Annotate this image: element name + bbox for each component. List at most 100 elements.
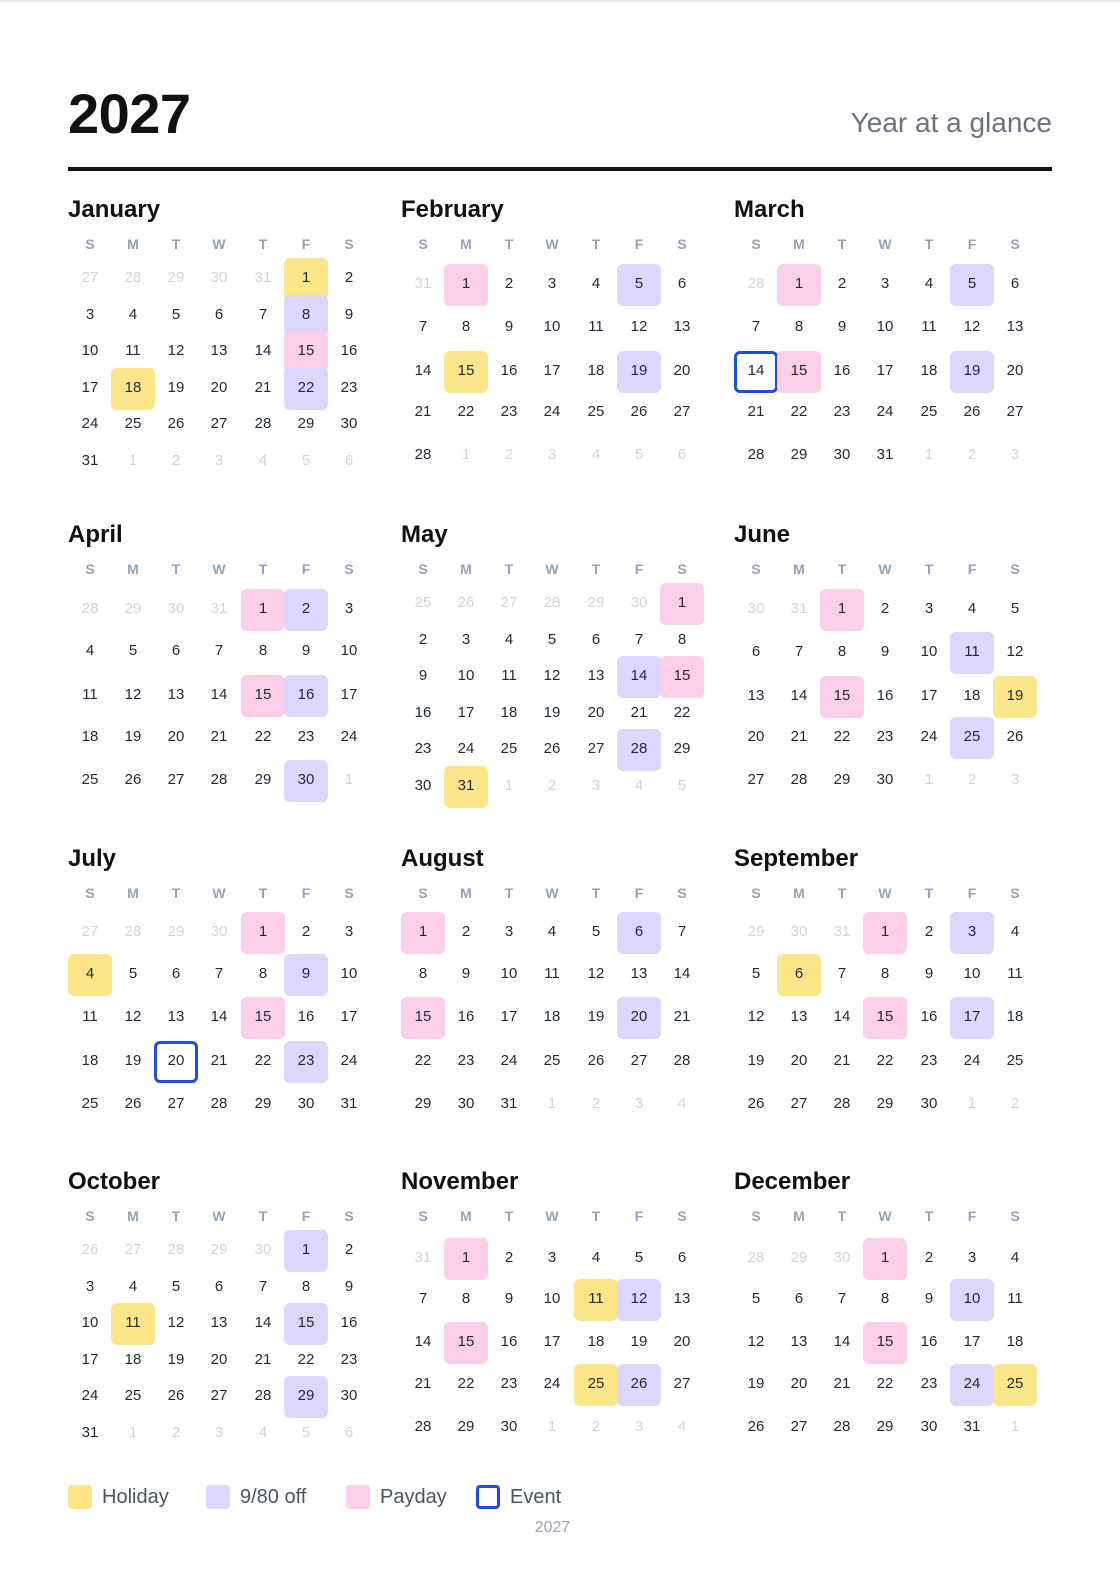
calendar-day[interactable]: 10 <box>543 1290 561 1307</box>
calendar-day[interactable]: 16 <box>500 362 518 379</box>
adjacent-month-day[interactable]: 1 <box>547 1418 557 1435</box>
calendar-day[interactable]: 29 <box>673 740 691 757</box>
calendar-day[interactable]: 15 <box>254 1008 272 1025</box>
calendar-day[interactable]: 17 <box>81 379 99 396</box>
calendar-day[interactable]: 13 <box>1006 318 1024 335</box>
calendar-day[interactable]: 7 <box>214 965 224 982</box>
calendar-day[interactable]: 7 <box>837 1290 847 1307</box>
calendar-day[interactable]: 4 <box>547 923 557 940</box>
calendar-day[interactable]: 15 <box>414 1008 432 1025</box>
calendar-day[interactable]: 14 <box>790 687 808 704</box>
calendar-day[interactable]: 19 <box>1006 687 1024 704</box>
calendar-day[interactable]: 18 <box>587 362 605 379</box>
calendar-day[interactable]: 10 <box>457 667 475 684</box>
calendar-day[interactable]: 22 <box>414 1052 432 1069</box>
adjacent-month-day[interactable]: 30 <box>630 594 648 611</box>
calendar-day[interactable]: 4 <box>128 306 138 323</box>
calendar-day[interactable]: 21 <box>210 1052 228 1069</box>
calendar-day[interactable]: 12 <box>630 1290 648 1307</box>
calendar-day[interactable]: 11 <box>125 342 141 359</box>
calendar-day[interactable]: 7 <box>418 1290 428 1307</box>
adjacent-month-day[interactable]: 3 <box>591 777 601 794</box>
calendar-day[interactable]: 8 <box>418 965 428 982</box>
calendar-day[interactable]: 1 <box>677 594 687 611</box>
calendar-day[interactable]: 24 <box>81 415 99 432</box>
calendar-day[interactable]: 17 <box>457 704 475 721</box>
calendar-day[interactable]: 13 <box>167 686 185 703</box>
calendar-day[interactable]: 13 <box>630 965 648 982</box>
adjacent-month-day[interactable]: 2 <box>504 446 514 463</box>
calendar-day[interactable]: 20 <box>747 728 765 745</box>
adjacent-month-day[interactable]: 29 <box>790 1249 808 1266</box>
adjacent-month-day[interactable]: 2 <box>591 1095 601 1112</box>
calendar-day[interactable]: 3 <box>504 923 514 940</box>
adjacent-month-day[interactable]: 31 <box>414 1249 432 1266</box>
calendar-day[interactable]: 1 <box>258 923 268 940</box>
calendar-day[interactable]: 24 <box>500 1052 518 1069</box>
calendar-day[interactable]: 22 <box>297 1351 315 1368</box>
calendar-day[interactable]: 27 <box>210 415 228 432</box>
calendar-day[interactable]: 17 <box>340 1008 358 1025</box>
calendar-day[interactable]: 1 <box>794 275 804 292</box>
adjacent-month-day[interactable]: 4 <box>258 1424 268 1441</box>
calendar-day[interactable]: 10 <box>500 965 518 982</box>
calendar-day[interactable]: 24 <box>963 1052 981 1069</box>
calendar-day[interactable]: 12 <box>543 667 561 684</box>
adjacent-month-day[interactable]: 30 <box>833 1249 851 1266</box>
calendar-day[interactable]: 15 <box>790 362 808 379</box>
calendar-day[interactable]: 17 <box>543 1333 561 1350</box>
calendar-day[interactable]: 5 <box>547 631 557 648</box>
adjacent-month-day[interactable]: 28 <box>747 275 765 292</box>
adjacent-month-day[interactable]: 1 <box>128 452 138 469</box>
calendar-day[interactable]: 23 <box>833 403 851 420</box>
adjacent-month-day[interactable]: 26 <box>457 594 475 611</box>
calendar-day[interactable]: 2 <box>461 923 471 940</box>
calendar-day[interactable]: 25 <box>81 771 99 788</box>
calendar-day[interactable]: 29 <box>876 1095 894 1112</box>
adjacent-month-day[interactable]: 3 <box>1010 446 1020 463</box>
calendar-day[interactable]: 31 <box>876 446 894 463</box>
calendar-day[interactable]: 13 <box>673 318 691 335</box>
calendar-day[interactable]: 26 <box>747 1095 765 1112</box>
calendar-day[interactable]: 3 <box>880 275 890 292</box>
calendar-day[interactable]: 19 <box>630 362 648 379</box>
calendar-day[interactable]: 15 <box>457 1333 475 1350</box>
adjacent-month-day[interactable]: 3 <box>634 1095 644 1112</box>
calendar-day[interactable]: 25 <box>963 728 981 745</box>
calendar-day[interactable]: 7 <box>634 631 644 648</box>
calendar-day[interactable]: 13 <box>167 1008 185 1025</box>
calendar-day[interactable]: 28 <box>210 771 228 788</box>
calendar-day[interactable]: 19 <box>963 362 981 379</box>
calendar-day[interactable]: 22 <box>876 1052 894 1069</box>
calendar-day[interactable]: 18 <box>1006 1333 1024 1350</box>
calendar-day[interactable]: 6 <box>677 275 687 292</box>
calendar-day[interactable]: 27 <box>673 1375 691 1392</box>
calendar-day[interactable]: 13 <box>790 1008 808 1025</box>
calendar-day[interactable]: 2 <box>837 275 847 292</box>
calendar-day[interactable]: 30 <box>876 771 894 788</box>
calendar-day[interactable]: 12 <box>1006 643 1024 660</box>
calendar-day[interactable]: 23 <box>500 403 518 420</box>
calendar-day[interactable]: 2 <box>344 1241 354 1258</box>
calendar-day[interactable]: 18 <box>963 687 981 704</box>
calendar-day[interactable]: 22 <box>673 704 691 721</box>
calendar-day[interactable]: 7 <box>258 1278 268 1295</box>
calendar-day[interactable]: 11 <box>588 318 604 335</box>
calendar-day[interactable]: 1 <box>418 923 428 940</box>
calendar-day[interactable]: 25 <box>587 403 605 420</box>
calendar-day[interactable]: 14 <box>673 965 691 982</box>
calendar-day[interactable]: 23 <box>414 740 432 757</box>
calendar-day[interactable]: 20 <box>210 379 228 396</box>
calendar-day[interactable]: 21 <box>254 1351 272 1368</box>
calendar-day[interactable]: 14 <box>254 1314 272 1331</box>
calendar-day[interactable]: 7 <box>214 642 224 659</box>
calendar-day[interactable]: 9 <box>924 965 934 982</box>
calendar-day[interactable]: 25 <box>124 1387 142 1404</box>
calendar-day[interactable]: 2 <box>301 923 311 940</box>
calendar-day[interactable]: 10 <box>340 642 358 659</box>
calendar-day[interactable]: 30 <box>500 1418 518 1435</box>
calendar-day[interactable]: 8 <box>794 318 804 335</box>
calendar-day[interactable]: 28 <box>833 1418 851 1435</box>
calendar-day[interactable]: 24 <box>340 1052 358 1069</box>
adjacent-month-day[interactable]: 27 <box>124 1241 142 1258</box>
